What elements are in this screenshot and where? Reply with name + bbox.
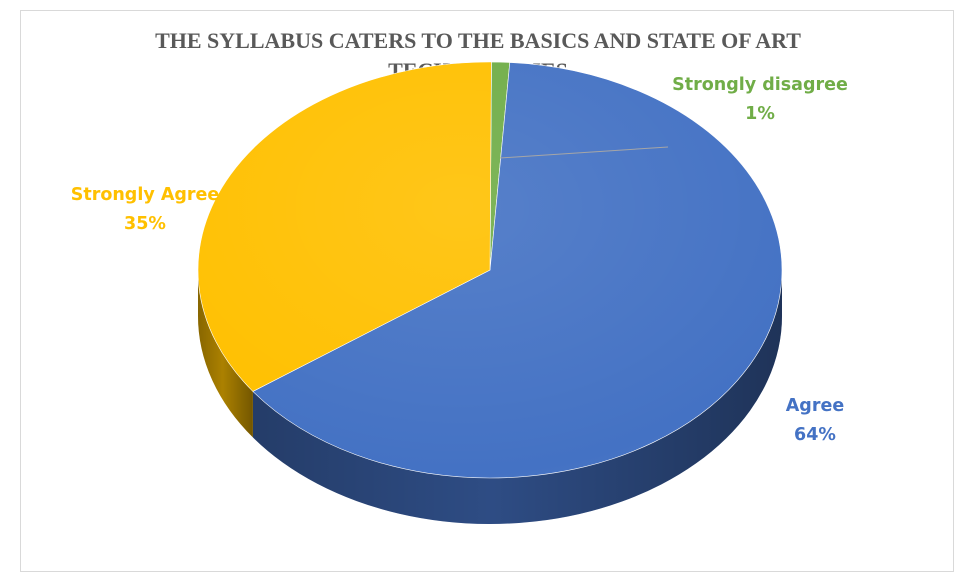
slice-percent-strongly-disagree: 1% <box>745 104 775 124</box>
slice-label-strongly-agree: Strongly Agree <box>71 185 220 205</box>
slice-percent-strongly-agree: 35% <box>124 214 166 234</box>
leader-line-strongly-disagree <box>499 146 669 159</box>
pie-labels: Strongly disagree 1% Agree 64% Strongly Agre… <box>71 75 848 445</box>
pie-top <box>197 61 783 479</box>
slice-label-strongly-disagree: Strongly disagree <box>672 75 848 95</box>
slice-label-agree: Agree <box>786 396 845 416</box>
slice-percent-agree: 64% <box>794 425 836 445</box>
